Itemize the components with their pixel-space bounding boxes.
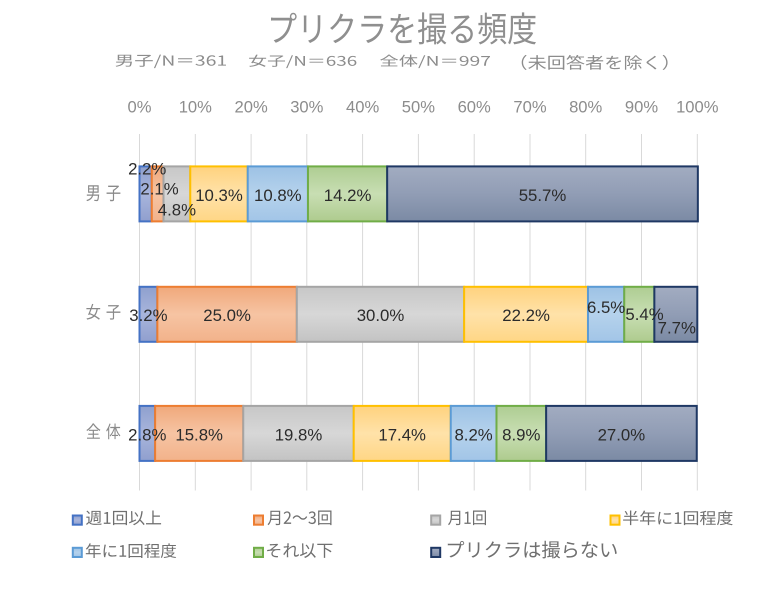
svg-text:19.8%: 19.8% [275, 426, 323, 445]
svg-text:10.3%: 10.3% [195, 186, 243, 205]
svg-text:6.5%: 6.5% [587, 298, 625, 317]
svg-text:30.0%: 30.0% [357, 306, 405, 325]
svg-text:10%: 10% [179, 98, 212, 117]
svg-text:55.7%: 55.7% [519, 186, 567, 205]
svg-text:40%: 40% [346, 98, 379, 117]
svg-text:0%: 0% [128, 98, 152, 117]
svg-text:22.2%: 22.2% [502, 306, 550, 325]
svg-text:50%: 50% [402, 98, 435, 117]
svg-text:14.2%: 14.2% [324, 186, 372, 205]
svg-text:7.7%: 7.7% [658, 318, 696, 337]
svg-text:8.2%: 8.2% [454, 426, 492, 445]
svg-text:70%: 70% [513, 98, 546, 117]
svg-text:90%: 90% [625, 98, 658, 117]
svg-text:80%: 80% [569, 98, 602, 117]
svg-text:2.8%: 2.8% [128, 426, 166, 445]
svg-text:3.2%: 3.2% [129, 306, 167, 325]
svg-text:30%: 30% [290, 98, 323, 117]
svg-text:20%: 20% [234, 98, 267, 117]
svg-text:27.0%: 27.0% [598, 426, 646, 445]
svg-text:17.4%: 17.4% [378, 426, 426, 445]
svg-text:8.9%: 8.9% [502, 426, 540, 445]
svg-text:10.8%: 10.8% [254, 186, 302, 205]
svg-text:60%: 60% [458, 98, 491, 117]
svg-text:25.0%: 25.0% [203, 306, 251, 325]
svg-text:5.4%: 5.4% [625, 305, 663, 324]
svg-text:100%: 100% [676, 98, 719, 117]
svg-text:2.2%: 2.2% [128, 159, 166, 178]
svg-text:4.8%: 4.8% [158, 201, 196, 220]
svg-text:2.1%: 2.1% [140, 180, 178, 199]
svg-text:15.8%: 15.8% [175, 426, 223, 445]
